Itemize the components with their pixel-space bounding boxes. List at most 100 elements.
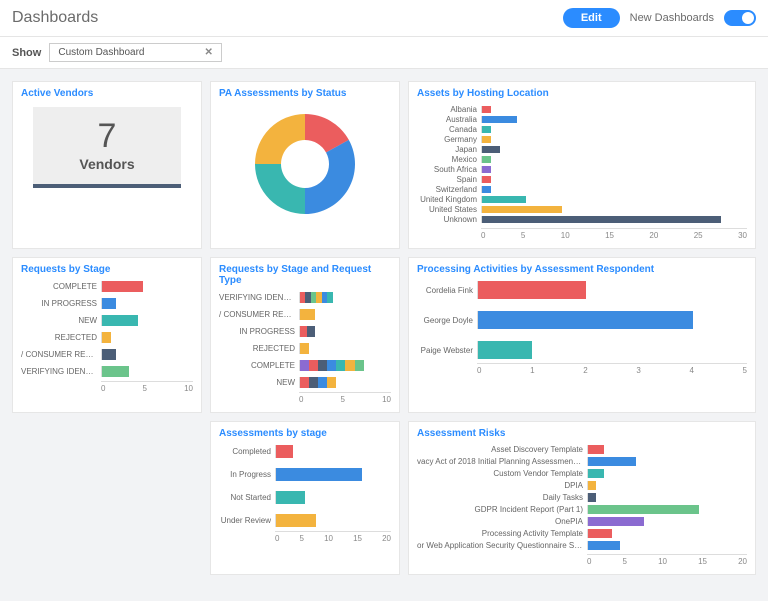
donut-chart <box>219 105 391 223</box>
bar-chart: AlbaniaAustraliaCanadaGermanyJapanMexico… <box>417 105 747 240</box>
table-row: or Web Application Security Questionnair… <box>417 541 747 550</box>
bar-label: Canada <box>417 125 481 134</box>
card-requests-stage-type: Requests by Stage and Request Type VERIF… <box>210 257 400 413</box>
bar-segment <box>327 360 336 371</box>
table-row: COMPLETE <box>21 281 193 292</box>
bar-fill <box>588 529 612 538</box>
table-row: COMPLETE <box>219 360 391 371</box>
bar-segment <box>336 360 345 371</box>
bar-fill <box>276 491 305 504</box>
bar-segment <box>300 377 309 388</box>
card-processing-respondent: Processing Activities by Assessment Resp… <box>408 257 756 413</box>
axis-tick: 5 <box>623 557 627 566</box>
bar-chart: Cordelia FinkGeorge DoylePaige Webster01… <box>417 281 747 375</box>
axis-tick: 5 <box>521 231 525 240</box>
table-row: OnePIA <box>417 517 747 526</box>
bar-label: REJECTED <box>21 333 101 342</box>
bar-label: Mexico <box>417 155 481 164</box>
axis-tick: 0 <box>477 366 481 375</box>
axis-tick: 5 <box>743 366 747 375</box>
bar-label: IN PROGRESS <box>21 299 101 308</box>
bar-fill <box>588 541 620 550</box>
vendor-count: 7 <box>33 117 181 156</box>
axis-tick: 25 <box>694 231 703 240</box>
axis-tick: 10 <box>382 395 391 404</box>
table-row: Daily Tasks <box>417 493 747 502</box>
bar-label: OnePIA <box>417 517 587 526</box>
bar-fill <box>588 517 644 526</box>
axis-tick: 10 <box>561 231 570 240</box>
clear-icon[interactable]: ✕ <box>205 47 213 58</box>
bar-fill <box>482 116 517 123</box>
table-row: Asset Discovery Template <box>417 445 747 454</box>
table-row: Completed <box>219 445 391 458</box>
bar-fill <box>482 136 491 143</box>
bar-label: Daily Tasks <box>417 493 587 502</box>
filter-row: Show Custom Dashboard ✕ <box>0 37 768 69</box>
bar-fill <box>102 332 111 343</box>
card-title: Assets by Hosting Location <box>417 88 747 99</box>
card-title: Assessment Risks <box>417 428 747 439</box>
bar-segment <box>318 377 327 388</box>
bar-fill <box>276 468 362 481</box>
stacked-bar-chart: VERIFYING IDENTITY/ CONSUMER REQUESTIN P… <box>219 292 391 404</box>
axis-tick: 5 <box>300 534 304 543</box>
card-assessments-stage: Assessments by stage CompletedIn Progres… <box>210 421 400 575</box>
bar-fill <box>478 341 532 359</box>
table-row: George Doyle <box>417 311 747 329</box>
bar-segment <box>300 343 309 354</box>
table-row: Canada <box>417 125 747 134</box>
topbar-actions: Edit New Dashboards <box>563 8 756 28</box>
bar-label: United States <box>417 205 481 214</box>
dashboard-select[interactable]: Custom Dashboard ✕ <box>49 43 222 62</box>
bar-label: COMPLETE <box>21 282 101 291</box>
bar-fill <box>276 445 293 458</box>
bar-label: In Progress <box>219 470 275 479</box>
card-active-vendors: Active Vendors 7 Vendors <box>12 81 202 249</box>
axis-tick: 4 <box>689 366 693 375</box>
table-row: vacy Act of 2018 Initial Planning Assess… <box>417 457 747 466</box>
bar-label: South Africa <box>417 165 481 174</box>
bar-label: VERIFYING IDENTITY <box>21 367 101 376</box>
bar-label: Spain <box>417 175 481 184</box>
bar-segment <box>327 292 332 303</box>
bar-fill <box>276 514 316 527</box>
show-label: Show <box>12 47 41 59</box>
axis-tick: 10 <box>324 534 333 543</box>
page-title: Dashboards <box>12 9 98 27</box>
card-assets-hosting: Assets by Hosting Location AlbaniaAustra… <box>408 81 756 249</box>
card-title: Active Vendors <box>21 88 193 99</box>
axis-tick: 5 <box>143 384 147 393</box>
axis-tick: 0 <box>275 534 279 543</box>
table-row: NEW <box>21 315 193 326</box>
edit-button[interactable]: Edit <box>563 8 620 28</box>
bar-label: Completed <box>219 447 275 456</box>
axis-tick: 5 <box>341 395 345 404</box>
table-row: NEW <box>219 377 391 388</box>
bar-segment <box>307 326 314 337</box>
bar-label: COMPLETE <box>219 361 299 370</box>
table-row: United Kingdom <box>417 195 747 204</box>
table-row: In Progress <box>219 468 391 481</box>
table-row: Germany <box>417 135 747 144</box>
bar-label: GDPR Incident Report (Part 1) <box>417 505 587 514</box>
bar-segment <box>345 360 354 371</box>
axis-tick: 15 <box>353 534 362 543</box>
axis-tick: 0 <box>481 231 485 240</box>
bar-fill <box>482 146 500 153</box>
bar-chart: COMPLETE IN PROGRESS NEW REJECTED / CONSUMER… <box>21 281 193 393</box>
bar-fill <box>478 311 693 329</box>
bar-label: Cordelia Fink <box>417 286 477 295</box>
bar-fill <box>588 493 596 502</box>
vendor-kpi: 7 Vendors <box>33 107 181 188</box>
table-row: GDPR Incident Report (Part 1) <box>417 505 747 514</box>
bar-label: United Kingdom <box>417 195 481 204</box>
table-row: Australia <box>417 115 747 124</box>
table-row: Cordelia Fink <box>417 281 747 299</box>
bar-fill <box>478 281 586 299</box>
axis-tick: 15 <box>605 231 614 240</box>
table-row: South Africa <box>417 165 747 174</box>
new-dashboards-toggle[interactable] <box>724 10 756 26</box>
bar-label: / CONSUMER REQUEST <box>21 350 101 359</box>
bar-label: Japan <box>417 145 481 154</box>
